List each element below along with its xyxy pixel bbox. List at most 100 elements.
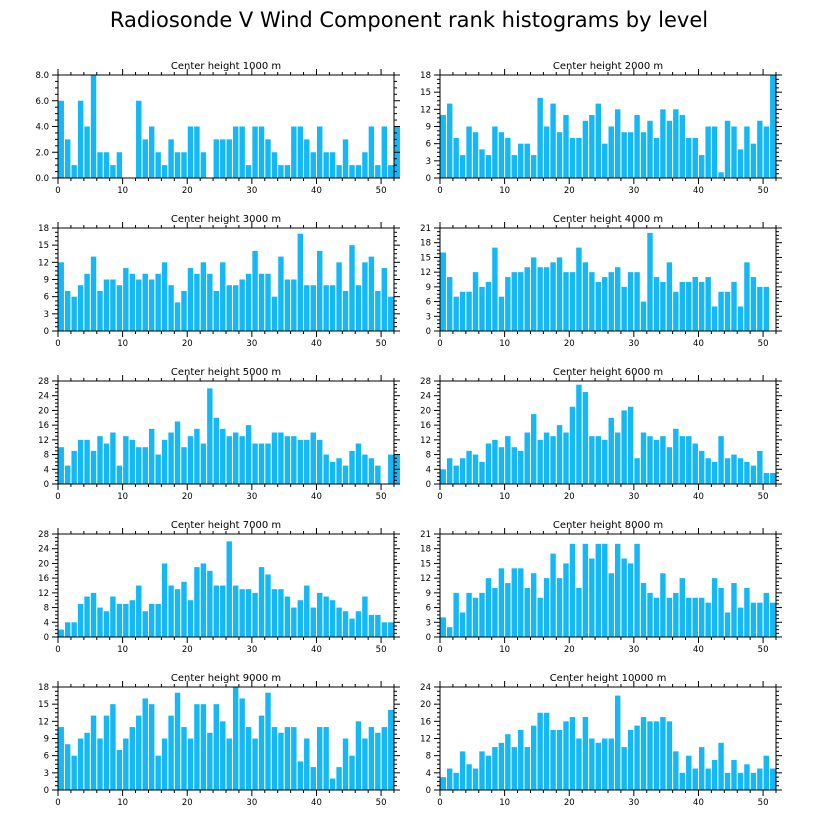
y-tick-label: 28 bbox=[38, 530, 49, 540]
y-tick-label: 12 bbox=[38, 436, 49, 446]
bar bbox=[634, 458, 640, 484]
bar bbox=[90, 592, 97, 637]
bar bbox=[653, 439, 660, 484]
bar bbox=[232, 285, 239, 331]
bar bbox=[582, 120, 589, 178]
bar bbox=[705, 458, 711, 484]
x-tick-label: 10 bbox=[117, 798, 128, 808]
bar bbox=[614, 267, 621, 331]
bar bbox=[485, 281, 492, 331]
figure-title: Radiosonde V Wind Component rank histogr… bbox=[109, 8, 709, 32]
bar bbox=[336, 165, 342, 179]
bar bbox=[349, 165, 355, 179]
x-tick-label: 10 bbox=[117, 492, 128, 502]
bar bbox=[737, 306, 744, 331]
panel-title: Center height 8000 m bbox=[553, 520, 663, 531]
panel-title: Center height 1000 m bbox=[171, 61, 281, 72]
bar bbox=[505, 277, 511, 331]
bar bbox=[368, 458, 375, 484]
y-tick-label: 12 bbox=[420, 735, 431, 745]
bar bbox=[349, 450, 355, 484]
bar bbox=[679, 772, 686, 790]
bar bbox=[284, 165, 291, 179]
bar bbox=[388, 622, 394, 637]
bar bbox=[614, 109, 621, 178]
bar bbox=[362, 454, 368, 484]
bar bbox=[576, 137, 582, 178]
bar bbox=[226, 738, 232, 790]
bar bbox=[316, 250, 323, 331]
bar bbox=[530, 257, 537, 331]
bar bbox=[518, 272, 524, 331]
bar bbox=[368, 256, 375, 331]
bar bbox=[323, 285, 329, 331]
bar bbox=[505, 137, 511, 178]
panel-title: Center height 10000 m bbox=[550, 673, 667, 684]
bar bbox=[226, 436, 232, 484]
y-tick-label: 9 bbox=[426, 589, 431, 599]
bar bbox=[453, 772, 459, 790]
bar bbox=[148, 704, 155, 790]
y-tick-label: 0 bbox=[44, 327, 49, 337]
y-tick-label: 9 bbox=[44, 735, 49, 745]
bar bbox=[129, 600, 136, 637]
bar bbox=[355, 285, 362, 331]
bar bbox=[265, 139, 271, 179]
bar bbox=[653, 277, 660, 331]
bar bbox=[653, 721, 660, 790]
bar bbox=[692, 137, 698, 178]
bar bbox=[194, 126, 200, 178]
x-tick-label: 20 bbox=[564, 798, 575, 808]
bar bbox=[569, 272, 576, 331]
x-tick-label: 10 bbox=[499, 645, 510, 655]
panel-2: Center height 2000 m 0 3 6 9 12 15 18 0 10 20 30 40 5… bbox=[420, 61, 782, 196]
bar bbox=[142, 447, 148, 484]
bar bbox=[698, 155, 705, 178]
bar bbox=[679, 578, 686, 637]
bar bbox=[718, 436, 724, 484]
bar bbox=[103, 443, 110, 484]
bar bbox=[608, 126, 614, 178]
bar bbox=[705, 602, 711, 637]
bar bbox=[323, 152, 329, 178]
bar bbox=[744, 126, 750, 178]
bar bbox=[194, 428, 200, 484]
bar bbox=[226, 285, 232, 331]
bar bbox=[174, 589, 181, 637]
x-tick-label: 50 bbox=[758, 186, 769, 196]
bar bbox=[485, 755, 492, 790]
bar bbox=[608, 573, 614, 637]
bar bbox=[750, 772, 757, 790]
bar bbox=[194, 567, 200, 637]
panel-4: Center height 4000 m 0 3 6 9 12 15 18 21 0 10 20 30 4… bbox=[420, 214, 782, 349]
y-tick-label: 4 bbox=[44, 465, 49, 475]
bar bbox=[479, 461, 485, 484]
panel-title: Center height 5000 m bbox=[171, 367, 281, 378]
bar bbox=[446, 768, 453, 790]
bar bbox=[737, 458, 744, 484]
bar bbox=[459, 751, 466, 791]
bar bbox=[446, 277, 453, 331]
y-tick-label: 24 bbox=[38, 392, 49, 402]
bar bbox=[472, 272, 479, 331]
bar bbox=[245, 273, 252, 331]
y-tick-label: 21 bbox=[420, 224, 431, 234]
bar bbox=[174, 152, 181, 178]
bar bbox=[518, 729, 524, 790]
bar bbox=[252, 443, 258, 484]
bar bbox=[530, 414, 537, 484]
bar bbox=[368, 614, 375, 637]
y-tick-label: 21 bbox=[420, 530, 431, 540]
bar bbox=[627, 729, 634, 790]
y-tick-label: 15 bbox=[420, 88, 431, 98]
bar bbox=[375, 732, 381, 790]
y-tick-label: 28 bbox=[38, 377, 49, 387]
bar bbox=[459, 291, 466, 331]
x-tick-label: 30 bbox=[246, 186, 257, 196]
y-tick-label: 9 bbox=[44, 276, 49, 286]
bar bbox=[187, 600, 194, 637]
panel-title: Center height 2000 m bbox=[553, 61, 663, 72]
bar bbox=[550, 262, 556, 331]
bar bbox=[239, 436, 245, 484]
y-tick-label: 6 bbox=[426, 298, 431, 308]
